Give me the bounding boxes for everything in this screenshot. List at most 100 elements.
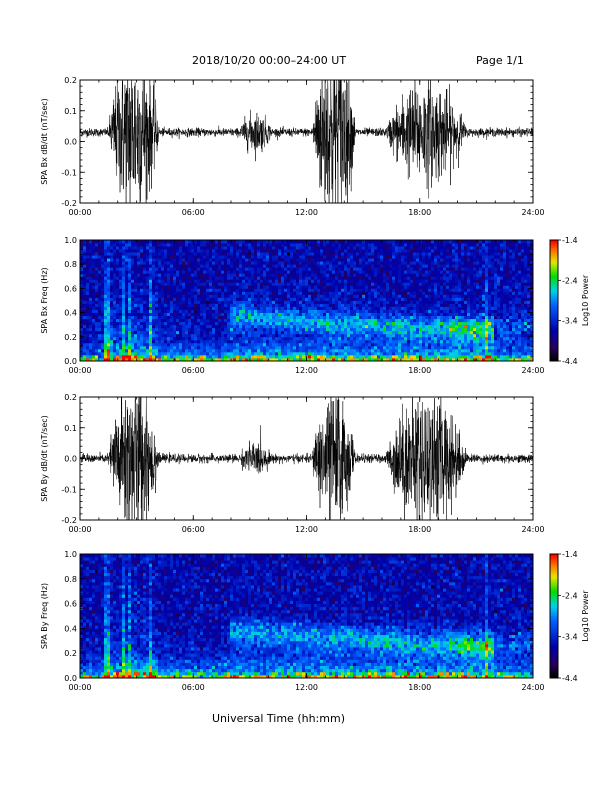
spectrogram-cell: [425, 351, 429, 356]
spectrogram-cell: [344, 351, 348, 356]
spectrogram-cell: [104, 273, 108, 277]
spectrogram-cell: [332, 309, 336, 313]
spectrogram-cell: [428, 300, 432, 304]
spectrogram-cell: [422, 312, 426, 317]
spectrogram-cell: [347, 252, 351, 256]
spectrogram-cell: [284, 324, 288, 329]
spectrogram-cell: [215, 246, 219, 250]
spectrogram-cell: [122, 327, 126, 332]
spectrogram-cell: [407, 324, 411, 329]
spectrogram-cell: [413, 258, 417, 262]
spectrogram-cell: [80, 294, 84, 298]
spectrogram-cell: [200, 336, 204, 341]
spectrogram-cell: [395, 279, 399, 283]
spectrogram-cell: [350, 339, 354, 344]
spectrogram-cell: [176, 327, 180, 332]
spectrogram-cell: [98, 324, 102, 329]
spectrogram-cell: [320, 255, 324, 259]
spectrogram-cell: [206, 354, 210, 359]
spectrogram-cell: [146, 339, 150, 344]
spectrogram-cell: [155, 306, 159, 310]
spectrogram-cell: [332, 300, 336, 304]
spectrogram-cell: [311, 297, 315, 301]
spectrogram-cell: [125, 270, 129, 274]
spectrogram-cell: [371, 273, 375, 277]
spectrogram-cell: [350, 306, 354, 310]
spectrogram-cell: [326, 276, 330, 280]
spectrogram-cell: [125, 312, 129, 317]
spectrogram-cell: [161, 345, 165, 350]
spectrogram-cell: [287, 255, 291, 259]
spectrogram-cell: [428, 351, 432, 356]
spectrogram-cell: [218, 249, 222, 253]
spectrogram-cell: [425, 309, 429, 313]
spectrogram-cell: [242, 303, 246, 307]
spectrogram-cell: [311, 306, 315, 310]
spectrogram-cell: [161, 258, 165, 262]
spectrogram-cell: [203, 273, 207, 277]
spectrogram-cell: [236, 324, 240, 329]
spectrogram-cell: [404, 267, 408, 271]
spectrogram-cell: [89, 297, 93, 301]
spectrogram-cell: [293, 309, 297, 313]
spectrogram-cell: [89, 267, 93, 271]
spectrogram-cell: [299, 273, 303, 277]
spectrogram-cell: [227, 306, 231, 310]
spectrogram-cell: [308, 267, 312, 271]
spectrogram-cell: [410, 321, 414, 326]
spectrogram-cell: [146, 324, 150, 329]
spectrogram-cell: [386, 312, 390, 317]
spectrogram-cell: [155, 336, 159, 341]
spectrogram-cell: [89, 285, 93, 289]
spectrogram-cell: [422, 243, 426, 247]
spectrogram-cell: [335, 339, 339, 344]
spectrogram-cell: [326, 300, 330, 304]
spectrogram-cell: [377, 267, 381, 271]
spectrogram-cell: [245, 342, 249, 347]
spectrogram-cell: [368, 348, 372, 353]
spectrogram-cell: [113, 261, 117, 265]
spectrogram-cell: [95, 339, 99, 344]
spectrogram-cell: [371, 312, 375, 317]
spectrogram-cell: [272, 327, 276, 332]
spectrogram-cell: [266, 309, 270, 313]
spectrogram-cell: [188, 348, 192, 353]
spectrogram-cell: [215, 258, 219, 262]
spectrogram-cell: [392, 357, 396, 362]
spectrogram-cell: [98, 327, 102, 332]
spectrogram-cell: [419, 294, 423, 298]
spectrogram-cell: [335, 249, 339, 253]
spectrogram-cell: [89, 249, 93, 253]
spectrogram-cell: [128, 264, 132, 268]
spectrogram-cell: [230, 273, 234, 277]
spectrogram-cell: [413, 345, 417, 350]
spectrogram-cell: [104, 336, 108, 341]
spectrogram-cell: [269, 252, 273, 256]
spectrogram-cell: [233, 267, 237, 271]
spectrogram-cell: [437, 249, 441, 253]
spectrogram-cell: [110, 279, 114, 283]
spectrogram-cell: [143, 240, 147, 244]
spectrogram-cell: [284, 345, 288, 350]
spectrogram-cell: [209, 246, 213, 250]
spectrogram-cell: [110, 306, 114, 310]
spectrogram-cell: [347, 348, 351, 353]
spectrogram-cell: [398, 351, 402, 356]
spectrogram-cell: [263, 279, 267, 283]
spectrogram-cell: [419, 291, 423, 295]
spectrogram-cell: [362, 312, 366, 317]
spectrogram-cell: [431, 261, 435, 265]
spectrogram-cell: [143, 327, 147, 332]
spectrogram-cell: [179, 330, 183, 335]
spectrogram-cell: [437, 303, 441, 307]
spectrogram-cell: [389, 339, 393, 344]
spectrogram-cell: [104, 258, 108, 262]
spectrogram-cell: [230, 324, 234, 329]
spectrogram-cell: [242, 342, 246, 347]
spectrogram-cell: [80, 279, 84, 283]
spectrogram-cell: [296, 327, 300, 332]
spectrogram-cell: [221, 306, 225, 310]
spectrogram-cell: [263, 345, 267, 350]
spectrogram-cell: [290, 267, 294, 271]
spectrogram-cell: [251, 264, 255, 268]
